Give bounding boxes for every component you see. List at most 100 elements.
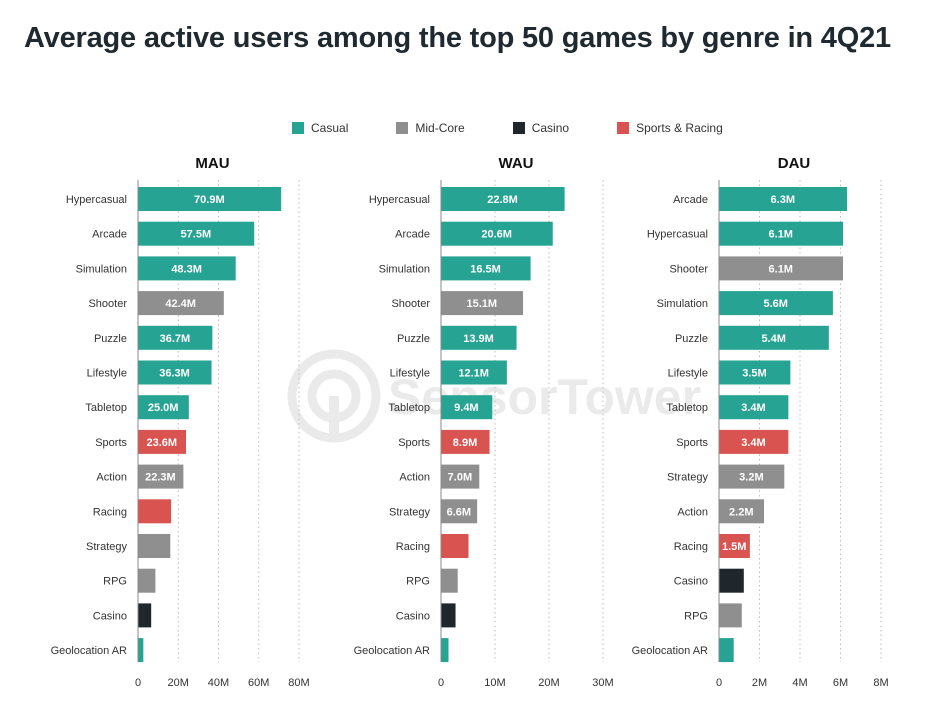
chart-title: Average active users among the top 50 ga… [24, 22, 891, 54]
dau-bar-hypercasual [719, 221, 844, 246]
dau-category-label: Strategy [667, 472, 708, 484]
wau-category-label: Strategy [389, 506, 430, 518]
dau-category-label: Racing [674, 541, 708, 553]
wau-bar-arcade [441, 221, 553, 246]
dau-category-label: Casino [674, 576, 708, 588]
dau-tick-label: 4M [792, 677, 807, 689]
mau-data-label: 42.4M [165, 298, 196, 310]
mau-bar-rpg [138, 568, 156, 593]
mau-tick-label: 0 [135, 677, 141, 689]
dau-category-label: Arcade [673, 194, 708, 206]
dau-bar-shooter [719, 256, 844, 281]
dau-category-label: Puzzle [675, 333, 708, 345]
wau-category-label: Puzzle [397, 333, 430, 345]
mau-data-label: 70.9M [194, 194, 225, 206]
mau-category-label: Simulation [76, 263, 127, 275]
wau-category-label: Simulation [379, 263, 430, 275]
legend-swatch-casual [292, 122, 304, 134]
mau-data-label: 48.3M [171, 263, 202, 275]
mau-data-label: 57.5M [181, 229, 212, 241]
mau-tick-label: 20M [168, 677, 189, 689]
legend-label-mid-core: Mid-Core [415, 121, 465, 135]
dau-category-label: Simulation [657, 298, 708, 310]
mau-bar-geolocation-ar [138, 638, 144, 663]
wau-bar-racing [441, 534, 469, 558]
mau-bar-sports [138, 429, 186, 454]
wau-category-label: Sports [398, 437, 430, 449]
wau-title: WAU [499, 155, 534, 172]
legend-swatch-casino [512, 122, 525, 134]
dau-data-label: 6.1M [769, 263, 793, 275]
legend-label-sports-racing: Sports & Racing [636, 121, 723, 135]
wau-tick-label: 10M [484, 677, 505, 689]
wau-bar-tabletop [441, 395, 493, 420]
dau-tick-label: 6M [833, 677, 848, 689]
mau-bar-action [138, 464, 184, 489]
dau-data-label: 3.4M [741, 402, 765, 414]
dau-bar-tabletop [719, 395, 789, 420]
wau-bar-geolocation-ar [441, 638, 449, 663]
dau-data-label: 2.2M [729, 506, 753, 518]
dau-category-label: Lifestyle [668, 368, 708, 380]
wau-bar-strategy [441, 499, 478, 524]
wau-data-label: 22.8M [487, 194, 518, 206]
dau-bar-strategy [719, 464, 785, 489]
mau-category-label: Tabletop [85, 402, 127, 414]
dau-data-label: 6.3M [771, 194, 795, 206]
mau-bar-casino [138, 603, 152, 628]
wau-panel: WAU 0 10M 20M 30M Hypercasual 22.8M Arcade 20.6M… [354, 155, 614, 689]
mau-data-label: 36.3M [159, 368, 190, 380]
mau-tick-label: 80M [288, 677, 309, 689]
mau-bar-simulation [138, 256, 236, 281]
wau-category-label: Hypercasual [369, 194, 430, 206]
mau-data-label: 23.6M [146, 437, 177, 449]
dau-category-label: RPG [684, 610, 708, 622]
dau-bar-geolocation-ar [719, 638, 734, 663]
mau-category-label: Action [96, 472, 127, 484]
mau-category-label: Hypercasual [66, 194, 127, 206]
mau-data-label: 22.3M [145, 472, 176, 484]
mau-category-label: Geolocation AR [51, 645, 127, 657]
dau-panel: DAU 0 2M 4M 6M 8M Arcade 6.3M Hypercasual 6.1M Sho… [632, 155, 889, 689]
mau-category-label: Puzzle [94, 333, 127, 345]
dau-tick-label: 0 [716, 677, 722, 689]
dau-bar-rpg [719, 603, 742, 628]
legend-item-mid-core: Mid-Core [396, 121, 465, 135]
wau-bar-shooter [441, 291, 524, 316]
mau-title: MAU [195, 155, 229, 172]
wau-bar-rpg [441, 568, 458, 593]
dau-data-label: 1.5M [722, 541, 746, 553]
wau-data-label: 7.0M [448, 472, 472, 484]
wau-category-label: Racing [396, 541, 430, 553]
wau-category-label: Geolocation AR [354, 645, 430, 657]
legend-item-casual: Casual [292, 121, 348, 135]
dau-category-label: Shooter [669, 263, 708, 275]
wau-data-label: 6.6M [447, 506, 471, 518]
mau-category-label: Shooter [88, 298, 127, 310]
dau-bar-casino [719, 568, 744, 593]
wau-data-label: 15.1M [466, 298, 497, 310]
mau-panel: MAU 0 20M 40M 60M 80M Hypercasual 70.9M Arcade 57… [51, 155, 310, 689]
mau-category-label: Strategy [86, 541, 127, 553]
mau-bar-racing [138, 499, 172, 524]
mau-category-label: Sports [95, 437, 127, 449]
mau-category-label: Casino [93, 610, 127, 622]
dau-data-label: 3.4M [741, 437, 765, 449]
dau-data-label: 3.2M [739, 472, 763, 484]
wau-category-label: Shooter [391, 298, 430, 310]
wau-category-label: Tabletop [388, 402, 430, 414]
dau-category-label: Action [677, 506, 708, 518]
mau-category-label: RPG [103, 576, 127, 588]
dau-category-label: Tabletop [666, 402, 708, 414]
wau-data-label: 12.1M [458, 368, 489, 380]
legend-label-casual: Casual [311, 121, 349, 135]
wau-category-label: Lifestyle [390, 368, 430, 380]
mau-bar-puzzle [138, 325, 213, 350]
wau-bar-casino [441, 603, 456, 628]
wau-category-label: RPG [406, 576, 430, 588]
wau-bar-simulation [441, 256, 531, 281]
dau-bar-lifestyle [719, 360, 791, 385]
dau-tick-label: 2M [752, 677, 767, 689]
mau-data-label: 36.7M [160, 333, 191, 345]
dau-bar-action [719, 499, 765, 524]
